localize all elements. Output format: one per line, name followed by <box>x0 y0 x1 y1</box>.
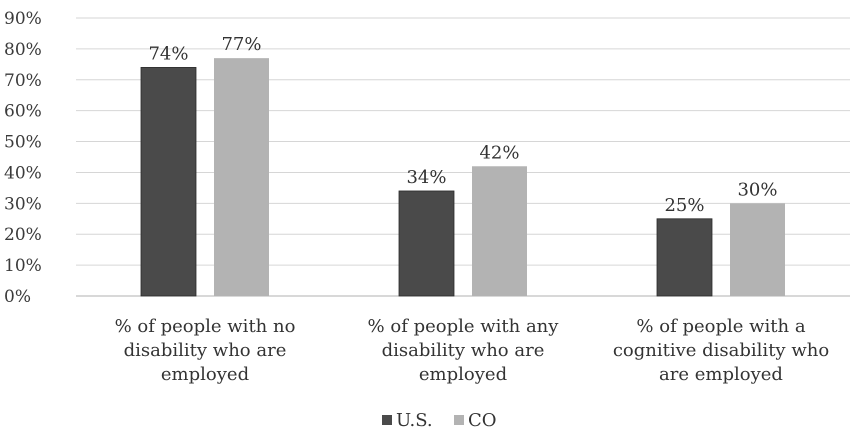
bar-us-0 <box>140 67 197 297</box>
legend: U.S. CO <box>382 410 497 431</box>
y-tick-label: 20% <box>4 225 42 245</box>
y-tick-label: 10% <box>4 256 42 276</box>
data-label: 77% <box>221 34 261 55</box>
category-label: % of people with any disability who are em… <box>368 316 560 385</box>
data-label: 42% <box>479 142 519 163</box>
category-label: % of people with no disability who are emp… <box>115 316 296 385</box>
y-tick-label: 80% <box>4 40 42 60</box>
bars <box>140 58 785 297</box>
bar-us-2 <box>656 218 713 297</box>
data-label: 34% <box>406 167 446 188</box>
legend-swatch <box>382 415 392 425</box>
data-label: 30% <box>737 179 777 200</box>
y-tick-label: 40% <box>4 163 42 183</box>
bar-us-1 <box>398 190 455 297</box>
legend-label: U.S. <box>396 410 433 431</box>
y-tick-label: 70% <box>4 71 42 91</box>
bar-co-0 <box>214 58 269 297</box>
category-label: % of people with a cognitive disability w… <box>613 316 829 385</box>
y-tick-label: 0% <box>4 287 31 307</box>
y-tick-label: 60% <box>4 102 42 122</box>
legend-label: CO <box>468 410 497 431</box>
data-label: 25% <box>664 195 704 216</box>
category-labels: % of people with no disability who are emp… <box>115 316 830 385</box>
y-tick-label: 30% <box>4 194 42 214</box>
bar-co-1 <box>472 166 527 296</box>
gridlines <box>76 17 850 297</box>
data-labels: 74% 77% 34% 42% 25% 30% <box>148 34 777 216</box>
y-tick-label: 90% <box>4 9 42 29</box>
y-axis-tick-labels: 0% 10% 20% 30% 40% 50% 60% 70% 80% 90% <box>4 9 42 307</box>
legend-swatch <box>454 415 464 425</box>
bar-co-2 <box>730 203 785 296</box>
data-label: 74% <box>148 43 188 64</box>
y-tick-label: 50% <box>4 133 42 153</box>
